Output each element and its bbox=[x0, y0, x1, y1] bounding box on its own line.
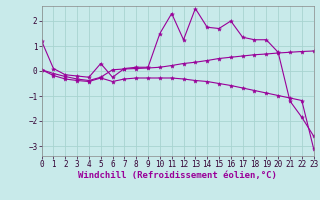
X-axis label: Windchill (Refroidissement éolien,°C): Windchill (Refroidissement éolien,°C) bbox=[78, 171, 277, 180]
